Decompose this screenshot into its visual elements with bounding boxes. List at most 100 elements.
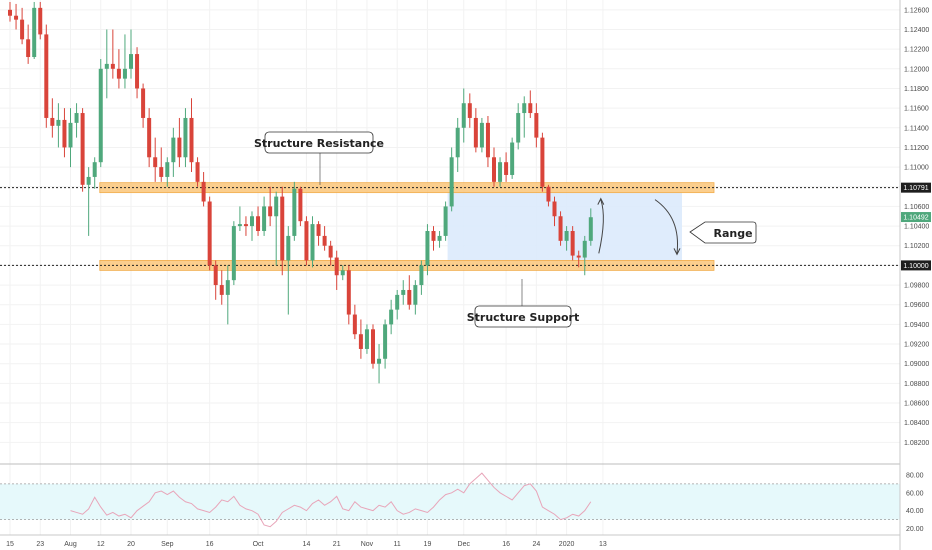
time-tick-label: Sep [161, 541, 174, 548]
candle-body [522, 103, 527, 114]
candle-body [425, 231, 430, 266]
time-axis[interactable]: 15 23 Aug 12 20 Sep 16 Oct 14 21 Nov 11 19 Dec 16 24 202… [6, 541, 607, 548]
candle-body [225, 280, 230, 295]
candle-body [510, 142, 515, 175]
candle-body [141, 88, 146, 118]
price-tick-label: 1.12200 [904, 47, 929, 54]
candle-body [56, 119, 61, 126]
candle-body [195, 162, 200, 182]
price-tick-label: 1.11400 [904, 125, 929, 132]
candle-body [582, 240, 587, 258]
candle-body [346, 270, 351, 315]
candle-body [473, 117, 478, 148]
time-tick-label: 16 [206, 541, 214, 548]
price-tick-label: 1.08800 [904, 381, 929, 388]
candle-body [231, 226, 236, 281]
support-callout: Structure Support [467, 279, 579, 328]
support-price-tag: 1.10000 [901, 260, 931, 271]
candle-body [32, 7, 37, 58]
resistance-callout: Structure Resistance [254, 131, 384, 185]
rsi-line [70, 472, 592, 528]
price-tick-label: 1.10600 [904, 204, 929, 211]
candle-body [437, 235, 442, 241]
current-price-tag: 1.10492 [901, 212, 931, 223]
candle-body [219, 285, 224, 295]
candle-body [316, 224, 321, 236]
candle-body [262, 206, 267, 231]
candle-body [407, 289, 412, 305]
candle-body [364, 329, 369, 349]
candle-body [129, 54, 133, 69]
price-tick-label: 1.12600 [904, 7, 929, 14]
price-tick-label: 1.08200 [904, 440, 929, 447]
candle-body [268, 206, 273, 217]
candle-body [147, 117, 152, 158]
candle-body [419, 265, 424, 286]
candle-body [516, 113, 521, 143]
arrow-up-head-icon [597, 197, 605, 205]
candle-body [401, 289, 406, 295]
candle-body [44, 34, 49, 118]
candles [8, 1, 593, 384]
candle-body [165, 162, 170, 177]
time-tick-label: Nov [361, 541, 374, 548]
time-tick-label: 14 [303, 541, 311, 548]
price-tick-label: 1.08400 [904, 420, 929, 427]
resistance-price-label: 1.10791 [903, 185, 928, 192]
candle-body [26, 39, 31, 58]
candle-body [304, 221, 309, 261]
candle-body [443, 206, 448, 236]
time-tick-label: Oct [253, 541, 264, 548]
candle-body [564, 231, 569, 241]
time-tick-label: 12 [97, 541, 105, 548]
candle-body [104, 63, 109, 69]
candle-body [80, 113, 85, 185]
candle-body [74, 113, 79, 123]
price-tick-label: 1.09400 [904, 322, 929, 329]
candle-body [498, 162, 503, 182]
rsi-tick-label: 20.00 [906, 526, 924, 533]
rsi-tick-label: 80.00 [906, 472, 924, 479]
rsi-axis[interactable]: 80.00 60.00 40.00 20.00 [906, 472, 924, 533]
candle-body [68, 122, 73, 148]
arrow-up-icon [598, 199, 604, 254]
price-tick-label: 1.11000 [904, 165, 929, 172]
price-tick-label: 1.08600 [904, 401, 929, 408]
rsi-tick-label: 40.00 [906, 508, 924, 515]
candle-body [328, 245, 333, 258]
candle-body [189, 117, 194, 163]
candle-body [256, 216, 261, 231]
candle-body [50, 117, 55, 126]
candle-body [171, 137, 176, 163]
rsi-band [0, 483, 900, 520]
time-tick-label: 23 [36, 541, 44, 548]
time-tick-label: 20 [127, 541, 135, 548]
candle-body [455, 127, 460, 158]
candle-body [546, 186, 551, 202]
candle-body [540, 137, 545, 187]
candle-body [153, 157, 158, 168]
candle-body [8, 9, 12, 16]
candle-body [183, 117, 188, 158]
candle-body [213, 265, 218, 286]
candle-body [274, 196, 279, 217]
price-axis[interactable]: 1.12600 1.12400 1.12200 1.12000 1.11800 1.116… [904, 7, 929, 447]
candle-body [413, 285, 418, 305]
candle-body [485, 122, 490, 158]
price-tick-label: 1.09000 [904, 361, 929, 368]
candle-body [110, 63, 115, 69]
candle-body [322, 235, 327, 246]
support-price-label: 1.10000 [903, 263, 928, 270]
candle-body [352, 314, 357, 335]
candle-body [207, 201, 212, 266]
candle-body [389, 309, 394, 325]
candle-body [334, 257, 339, 276]
candle-body [358, 334, 363, 349]
candle-body [383, 324, 388, 359]
candle-body [558, 216, 563, 241]
candle-body [292, 188, 297, 236]
candle-body [20, 19, 25, 40]
candle-body [467, 103, 472, 118]
candle-body [122, 68, 127, 79]
